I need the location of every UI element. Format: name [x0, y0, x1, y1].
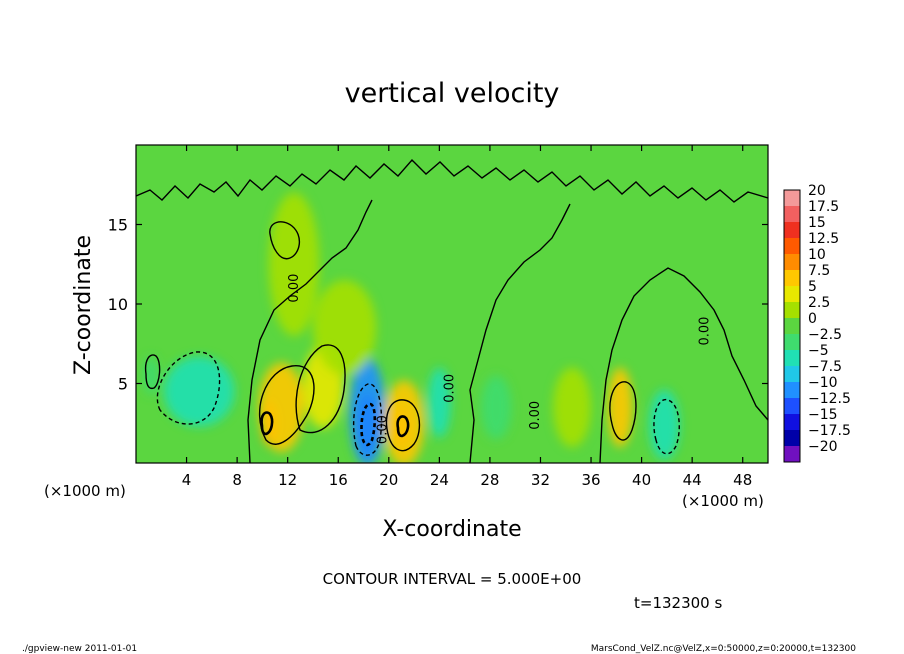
positive-contour-loop	[295, 344, 346, 434]
colorbar-swatch-15	[784, 430, 800, 447]
contour-interval-text: CONTOUR INTERVAL = 5.000E+00	[323, 570, 582, 588]
x-tick-label-11: 48	[733, 471, 752, 489]
colorbar-swatch-0	[784, 190, 800, 207]
x-tick-label-5: 24	[430, 471, 449, 489]
positive-contour-left	[258, 365, 315, 445]
zero-contour-mid-column	[469, 203, 571, 463]
chart-title: vertical velocity	[345, 78, 560, 109]
colorbar-swatch-12	[784, 382, 800, 399]
x-tick-label-3: 16	[329, 471, 348, 489]
colorbar-swatch-13	[784, 398, 800, 415]
y-axis: 5 10 15	[108, 216, 768, 394]
zero-contour-top	[136, 158, 768, 203]
heatmap-cell-8	[163, 356, 235, 427]
colorbar-label-12: −10	[808, 375, 838, 391]
colorbar-label-8: 0	[808, 311, 817, 327]
heatmap-cell-6	[383, 380, 425, 463]
colorbar-swatch-1	[784, 206, 800, 223]
x-tick-label-1: 8	[232, 471, 242, 489]
colorbar-frame	[783, 189, 801, 463]
positive-contour-center	[385, 399, 421, 452]
x-unit-left: (×1000 m)	[44, 482, 126, 500]
negative-contour-left	[156, 351, 221, 425]
colorbar-swatch-11	[784, 366, 800, 383]
x-tick-label-4: 20	[379, 471, 398, 489]
heatmap-cell-12	[481, 375, 512, 440]
colorbar-label-4: 10	[808, 247, 826, 263]
colorbar-label-3: 12.5	[808, 231, 839, 247]
contour-lines	[136, 158, 768, 463]
y-axis-label: Z-coordinate	[71, 235, 96, 375]
negative-contour-right	[653, 398, 680, 455]
colorbar-label-5: 7.5	[808, 263, 830, 279]
heatmap-cells	[143, 192, 680, 463]
x-tick-label-0: 4	[182, 471, 192, 489]
colorbar-swatch-8	[784, 318, 800, 335]
contour-labels: 0.00 0.00 0.00 0.00 0.00	[287, 274, 713, 444]
colorbar-label-7: 2.5	[808, 295, 830, 311]
colorbar-swatch-2	[784, 222, 800, 239]
colorbar-label-0: 20	[808, 183, 826, 199]
colorbar-label-13: −12.5	[808, 391, 851, 407]
colorbar-swatch-7	[784, 302, 800, 319]
heatmap-cell-4	[349, 358, 386, 463]
colorbar-label-10: −5	[808, 343, 829, 359]
colorbar-swatch-3	[784, 238, 800, 255]
strong-positive-left	[260, 411, 274, 436]
heatmap-cell-7	[427, 367, 451, 438]
y-tick-label-2: 15	[108, 216, 128, 235]
strong-positive-center	[396, 415, 410, 438]
plot-area: 0.00 0.00 0.00 0.00 0.00	[135, 144, 769, 464]
time-stamp-text: t=132300 s	[634, 594, 722, 612]
x-tick-label-8: 36	[581, 471, 600, 489]
strong-negative-center	[360, 402, 377, 447]
colorbar-swatch-5	[784, 270, 800, 287]
colorbar-swatch-16	[784, 446, 800, 463]
x-unit-right: (×1000 m)	[682, 492, 764, 510]
x-tick-label-9: 40	[632, 471, 651, 489]
x-axis: 4 8 12 16 20 24 28 32 36 40 44 48	[182, 145, 752, 489]
x-tick-label-2: 12	[278, 471, 297, 489]
heatmap-cell-15	[312, 280, 377, 376]
negative-contour-center	[353, 383, 383, 456]
footer-right: MarsCond_VelZ.nc@VelZ,x=0:50000,z=0:2000…	[591, 644, 856, 654]
colorbar-label-6: 5	[808, 279, 817, 295]
heatmap-cell-10	[607, 367, 633, 448]
x-axis-label: X-coordinate	[382, 517, 521, 542]
contour-label-0: 0.00	[287, 274, 302, 303]
positive-contour-right	[609, 381, 637, 441]
x-tick-label-6: 28	[480, 471, 499, 489]
colorbar-swatch-6	[784, 286, 800, 303]
contour-label-2: 0.00	[442, 374, 457, 403]
contour-label-1: 0.00	[375, 415, 390, 444]
colorbar-swatch-4	[784, 254, 800, 271]
heatmap-cell-14	[268, 192, 320, 336]
colorbar-label-14: −15	[808, 407, 838, 423]
contour-upper-left	[269, 221, 300, 260]
colorbar-label-16: −20	[808, 439, 838, 455]
colorbar-swatch-14	[784, 414, 800, 431]
x-tick-label-10: 44	[683, 471, 702, 489]
contour-label-4: 0.00	[698, 317, 713, 346]
y-tick-label-0: 5	[118, 375, 128, 394]
colorbar-swatch-9	[784, 334, 800, 351]
zero-contour-right-column	[599, 267, 768, 463]
colorbar-label-2: 15	[808, 215, 826, 231]
colorbar: 2017.51512.5107.552.50−2.5−5−7.5−10−12.5…	[783, 183, 851, 463]
colorbar-swatch-10	[784, 350, 800, 367]
zero-contour-left-column	[247, 199, 373, 463]
contour-label-3: 0.00	[528, 401, 543, 430]
y-tick-label-1: 10	[108, 295, 128, 314]
colorbar-label-15: −17.5	[808, 423, 851, 439]
heatmap-cell-13	[553, 367, 592, 448]
colorbar-label-9: −2.5	[808, 327, 842, 343]
small-contour-left-edge	[144, 354, 161, 390]
x-tick-label-7: 32	[531, 471, 550, 489]
colorbar-label-1: 17.5	[808, 199, 839, 215]
colorbar-label-11: −7.5	[808, 359, 842, 375]
footer-left: ./gpview-new 2011-01-01	[22, 644, 137, 654]
